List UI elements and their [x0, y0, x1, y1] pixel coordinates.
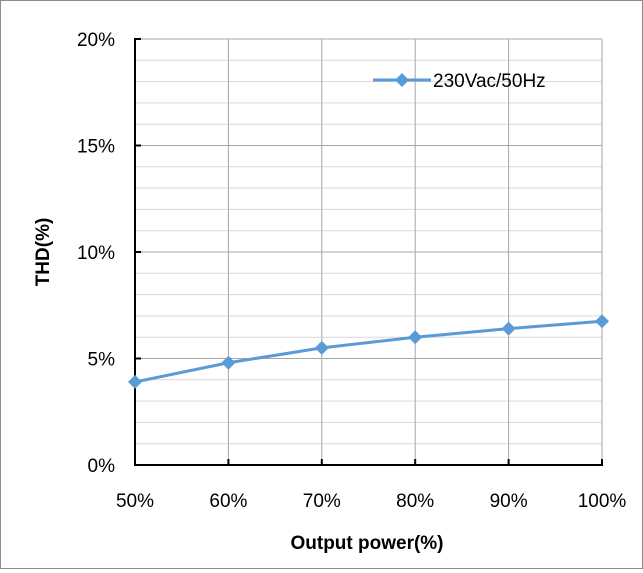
x-tick-label: 60%	[209, 491, 247, 512]
data-point-marker	[314, 340, 329, 355]
data-point-marker	[221, 355, 236, 370]
data-point-marker	[128, 374, 142, 389]
x-axis-title: Output power(%)	[290, 533, 443, 554]
legend: 230Vac/50Hz	[373, 71, 546, 92]
legend-marker-diamond-icon	[395, 73, 409, 87]
grid	[135, 38, 603, 465]
x-tick-label: 80%	[396, 491, 434, 512]
y-tick-label: 15%	[77, 137, 115, 158]
series-line	[134, 319, 603, 384]
x-tick-label: 100%	[578, 491, 627, 512]
legend-label: 230Vac/50Hz	[433, 71, 546, 92]
x-tick-label: 70%	[303, 491, 341, 512]
y-tick-label: 10%	[77, 243, 115, 264]
y-tick-labels: 0% 5% 10% 15% 20%	[77, 30, 115, 477]
axes	[134, 38, 603, 466]
y-axis-title: THD(%)	[33, 218, 54, 287]
data-point-marker	[501, 321, 516, 336]
x-tick-label: 90%	[490, 491, 528, 512]
y-tick-label: 0%	[88, 456, 116, 477]
x-tick-labels: 50% 60% 70% 80% 90% 100%	[116, 491, 626, 512]
series-layer	[128, 314, 609, 389]
x-tick-label: 50%	[116, 491, 154, 512]
y-tick-label: 20%	[77, 30, 115, 51]
y-tick-label: 5%	[88, 350, 116, 371]
data-point-marker	[408, 330, 423, 345]
data-point-marker	[595, 314, 609, 329]
